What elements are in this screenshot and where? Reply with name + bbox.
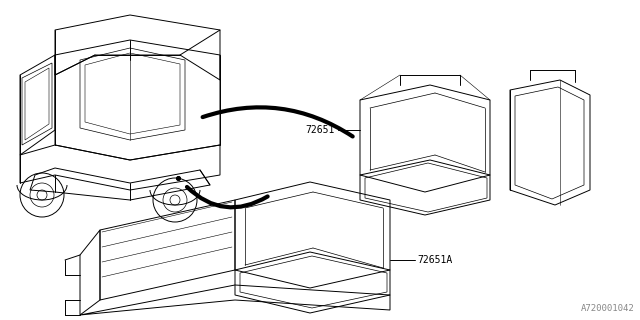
Text: A720001042: A720001042 [581,304,635,313]
Text: 72651: 72651 [306,125,335,135]
Text: 72651A: 72651A [417,255,452,265]
